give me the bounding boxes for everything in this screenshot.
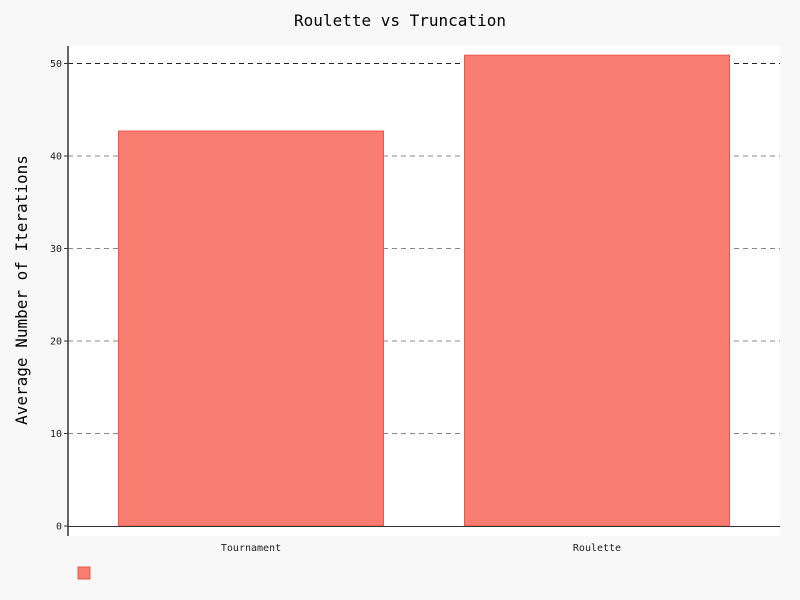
y-axis-label: Average Number of Iterations: [12, 155, 31, 425]
y-tick-label-50: 50: [50, 59, 62, 70]
bar-tournament: [118, 130, 384, 527]
y-tick-label-20: 20: [50, 337, 62, 348]
legend-swatch: [77, 566, 91, 580]
y-tick-label-0: 0: [56, 522, 62, 533]
y-tick-label-30: 30: [50, 244, 62, 255]
chart-title: Roulette vs Truncation: [294, 11, 506, 30]
y-tick-labels: 0 10 20 30 40 50: [50, 59, 68, 533]
bars: [118, 54, 730, 527]
bar-roulette: [464, 54, 730, 527]
y-tick-label-10: 10: [50, 429, 62, 440]
x-tick-label-roulette: Roulette: [573, 543, 621, 554]
x-tick-label-tournament: Tournament: [221, 543, 281, 554]
x-tick-labels: Tournament Roulette: [221, 543, 621, 554]
y-tick-label-40: 40: [50, 152, 62, 163]
